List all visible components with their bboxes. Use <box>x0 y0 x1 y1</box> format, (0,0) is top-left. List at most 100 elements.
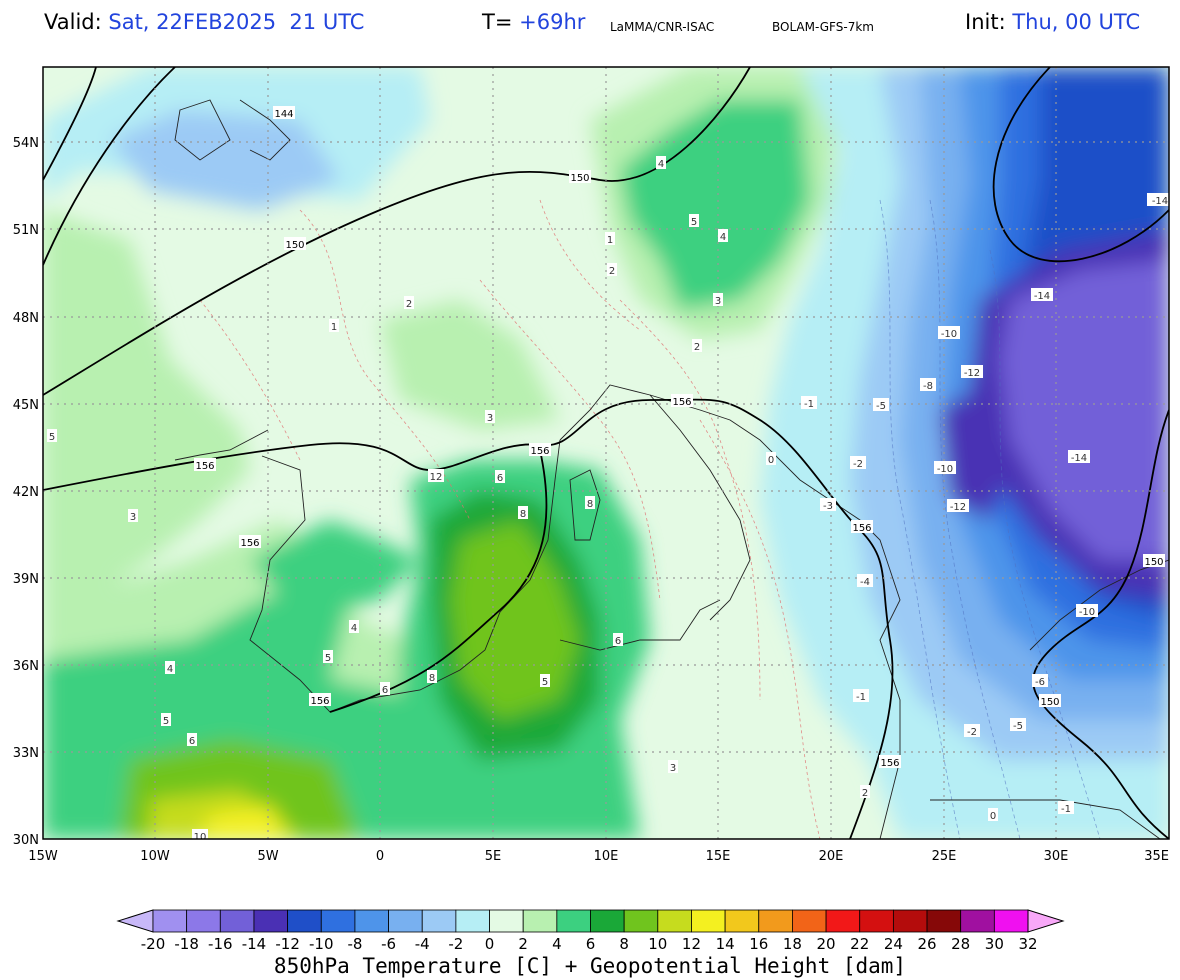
temperature-label-bg <box>1010 718 1026 731</box>
colorbar-swatch <box>758 909 793 933</box>
temperature-label-bg <box>1031 288 1053 301</box>
temperature-contour-label: 2 <box>694 342 700 353</box>
temperature-label-bg <box>1076 604 1098 617</box>
temperature-field: 1441501501561561561561561561561501501505… <box>43 67 1169 843</box>
geopotential-contour-label: 150 <box>1144 557 1163 568</box>
temperature-contour-label: 5 <box>49 432 55 443</box>
temperature-contour-label: 3 <box>487 413 493 424</box>
forecast-step: T= +69hr <box>482 10 585 34</box>
source-label: LaMMA/CNR-ISAC <box>610 20 715 34</box>
temperature-contour-label: 12 <box>430 472 443 483</box>
contour-labels: 1441501501561561561561561561561501501505… <box>47 106 1169 843</box>
colorbar-swatch <box>590 909 625 933</box>
lat-tick: 51N <box>13 223 39 238</box>
temperature-label-bg <box>947 499 969 512</box>
colorbar-swatch <box>455 909 490 933</box>
colorbar-tick-label: -16 <box>208 935 233 953</box>
geopotential-label-bg <box>1143 554 1165 567</box>
geopotential-contour-label: 150 <box>285 240 304 251</box>
lon-tick: 5E <box>485 849 502 864</box>
temperature-contour-label: -5 <box>1013 721 1023 732</box>
temperature-contour-label: -10 <box>1079 607 1095 618</box>
colorbar-swatch <box>623 909 659 933</box>
colorbar-tick-label: -8 <box>347 935 363 953</box>
colorbar-tick-label: 14 <box>715 935 735 953</box>
colorbar-swatch <box>825 909 861 933</box>
temperature-label-bg <box>192 829 208 839</box>
lon-tick: 0 <box>376 849 384 864</box>
temperature-contour-label: -4 <box>860 577 870 588</box>
graticule <box>43 67 1169 839</box>
lon-tick: 15E <box>706 849 731 864</box>
colorbar-tick-label: 20 <box>816 935 836 953</box>
colorbar-swatch <box>421 909 457 933</box>
temperature-contour-label: 6 <box>189 736 195 747</box>
temperature-contour-label: 3 <box>670 763 676 774</box>
temperature-contour-label: -14 <box>1071 453 1087 464</box>
temperature-label-bg <box>961 365 983 378</box>
temperature-label-bg <box>613 633 623 646</box>
temperature-label-bg <box>860 785 870 798</box>
colorbar-tick-label: 4 <box>552 935 562 953</box>
colorbar-under-triangle <box>116 909 154 933</box>
temperature-label-bg <box>47 429 57 442</box>
temperature-contour-label: -8 <box>923 381 933 392</box>
colorbar-tick-label: -10 <box>309 935 334 953</box>
temperature-contour-label: 4 <box>720 232 726 243</box>
temperature-label-bg <box>938 326 960 339</box>
temperature-contour-label: 0 <box>768 455 774 466</box>
temperature-label-bg <box>668 760 678 773</box>
lat-tick: 42N <box>13 485 39 500</box>
geopotential-label-bg <box>671 394 693 407</box>
t-value: +69hr <box>519 10 586 34</box>
colorbar-tick-label: -18 <box>174 935 199 953</box>
temperature-contour-label: 5 <box>325 653 331 664</box>
temperature-contour-label: -14 <box>1034 291 1050 302</box>
geopotential-label-bg <box>879 755 901 768</box>
temperature-label-bg <box>853 689 869 702</box>
lat-tick: 48N <box>13 311 39 326</box>
valid-value: Sat, 22FEB2025 21 UTC <box>108 10 365 34</box>
temperature-label-bg <box>873 398 889 411</box>
geopotential-contour-label: 156 <box>240 538 259 549</box>
geopotential-label-bg <box>529 443 551 456</box>
colorbar-swatch <box>152 909 188 933</box>
colorbar-swatch <box>522 909 558 933</box>
colorbar-swatch <box>253 909 289 933</box>
colorbar-tick-label: 16 <box>749 935 769 953</box>
temperature-label-bg <box>656 156 666 169</box>
temperature-contour-label: 10 <box>194 832 207 843</box>
temperature-contour-label: -1 <box>1061 804 1071 815</box>
lat-tick: 45N <box>13 398 39 413</box>
temperature-label-bg <box>349 620 359 633</box>
temperature-label-bg <box>380 682 390 695</box>
temperature-contour-label: -2 <box>853 459 863 470</box>
geopotential-contour-label: 156 <box>530 446 549 457</box>
temperature-label-bg <box>1068 450 1090 463</box>
t-label: T= <box>482 10 513 34</box>
temperature-label-bg <box>801 396 817 409</box>
lon-tick: 30E <box>1044 849 1069 864</box>
temperature-contour-label: 2 <box>406 299 412 310</box>
temperature-contour-label: 2 <box>862 788 868 799</box>
coastlines <box>174 99 1169 839</box>
temperature-label-bg <box>766 452 776 465</box>
temperature-contour-label: 6 <box>382 685 388 696</box>
colorbar-tick-label: 0 <box>484 935 495 953</box>
model-label: BOLAM-GFS-7km <box>772 20 874 34</box>
temperature-contour-label: -1 <box>804 399 814 410</box>
colorbar-tick-label: -4 <box>414 935 430 953</box>
colorbar-swatch <box>388 909 423 933</box>
lon-tick: 20E <box>819 849 844 864</box>
temperature-contour-label: 0 <box>990 811 996 822</box>
temperature-contour-label: 4 <box>351 623 357 634</box>
temperature-label-bg <box>404 296 414 309</box>
temperature-label-bg <box>857 574 873 587</box>
lat-tick: 30N <box>13 833 39 848</box>
colorbar-tick-label: 2 <box>518 935 528 953</box>
colorbar-tick-label: 22 <box>850 935 870 953</box>
colorbar-tick-label: 26 <box>917 935 937 953</box>
temperature-contour-label: 3 <box>130 512 136 523</box>
latitude-axis: 54N 51N 48N 45N 42N 39N 36N 33N 30N <box>13 136 39 848</box>
lat-tick: 54N <box>13 136 39 151</box>
